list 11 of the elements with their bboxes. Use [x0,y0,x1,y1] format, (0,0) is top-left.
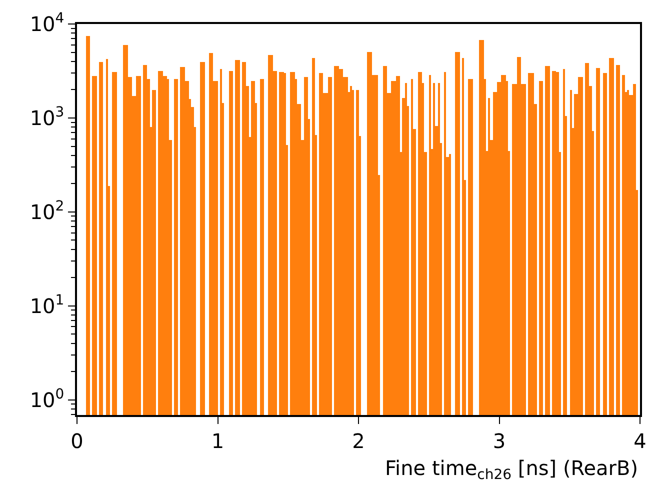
y-tick-label: 10$^{3}$ [30,104,64,130]
y-tick-label: 10$^{2}$ [30,198,64,224]
y-tick-label: 10$^{0}$ [30,386,64,412]
x-tick-label: 1 [211,428,224,453]
y-tick-label: 10$^{1}$ [30,292,64,318]
x-tick-label: 3 [492,428,506,453]
x-tick-label: 2 [352,428,365,453]
x-tick-label: 4 [634,428,646,453]
x-tick-label: 0 [70,428,84,453]
y-tick-label: 10$^{4}$ [30,10,64,36]
x-axis-title: Fine time$_{ch26}$ [ns] (RearB) [385,456,638,484]
